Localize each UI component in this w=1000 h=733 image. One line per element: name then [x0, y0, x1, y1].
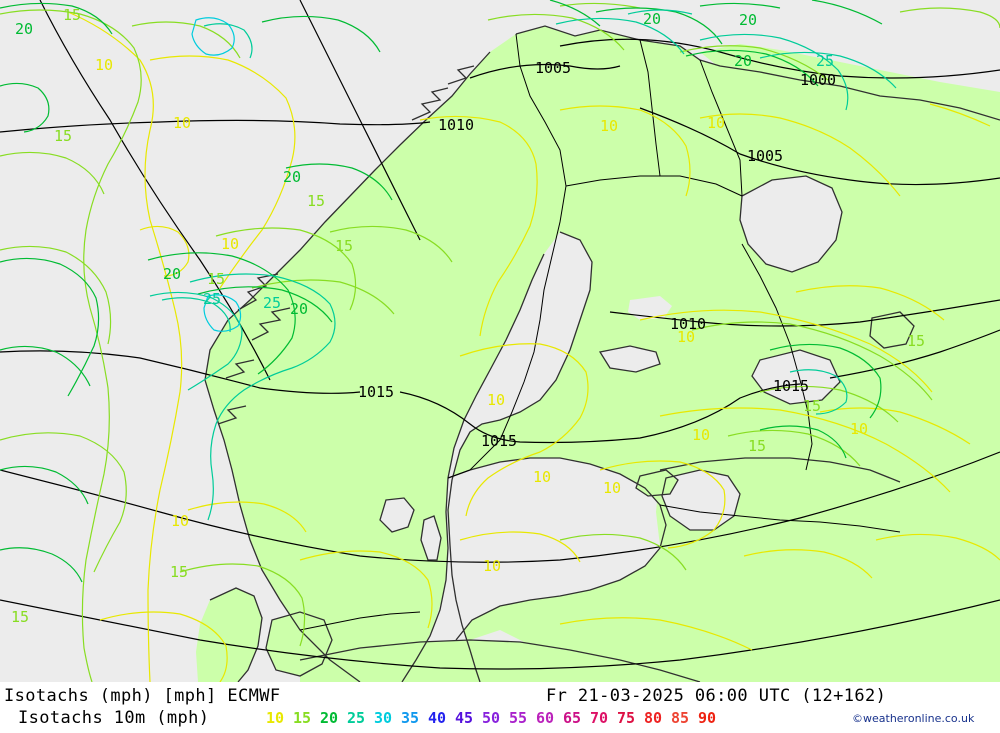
isobar-1010-west	[0, 119, 431, 133]
isotach-25-layer	[149, 9, 897, 521]
isotach-label-20: 20	[734, 52, 752, 70]
scale-tick-85: 85	[671, 709, 690, 727]
land-russia-northeast	[838, 158, 1000, 682]
scale-tick-50: 50	[482, 709, 501, 727]
isotach-label-20: 20	[283, 168, 301, 186]
border-layer	[299, 33, 901, 631]
isotach-label-20: 20	[643, 10, 661, 28]
isotach-label-10: 10	[850, 420, 868, 438]
isobar-label-1010-b: 1010	[670, 315, 706, 333]
isobar-1015-mid	[399, 383, 801, 444]
isotach-label-10: 10	[677, 328, 695, 346]
isobar-1005-north	[469, 63, 621, 79]
isotach-label-20: 20	[15, 20, 33, 38]
isotach-label-15: 15	[207, 270, 225, 288]
lake-vattern	[421, 516, 441, 560]
isotach-label-15: 15	[307, 192, 325, 210]
scale-tick-20: 20	[320, 709, 339, 727]
isobar-label-1015-b: 1015	[481, 432, 517, 450]
lake-inari	[600, 346, 660, 372]
isotach-label-10: 10	[692, 426, 710, 444]
land-denmark	[196, 588, 262, 682]
sea-white-sea	[740, 176, 842, 272]
scale-tick-30: 30	[374, 709, 393, 727]
map-footer: Isotachs (mph) [mph] ECMWF Isotachs 10m …	[0, 682, 1000, 733]
isotach-label-20: 20	[739, 11, 757, 29]
isotach-10-layer	[67, 11, 1000, 682]
isobar-label-1010-a: 1010	[438, 116, 474, 134]
scale-tick-65: 65	[563, 709, 582, 727]
isotach-color-scale: 10 15 20 25 30 35 40 45 50 55 60 65 70 75 80 85 90	[266, 708, 725, 728]
scale-tick-75: 75	[617, 709, 636, 727]
isobar-extra-nw2	[299, 0, 421, 241]
forecast-run-stamp: Fr 21-03-2025 06:00 UTC (12+162)	[546, 686, 887, 706]
scale-tick-60: 60	[536, 709, 555, 727]
isobar-label-1005-b: 1005	[747, 147, 783, 165]
lake-ladoga	[752, 350, 840, 404]
isobar-1020-south	[0, 451, 1000, 563]
footer-title-line1: Isotachs (mph) [mph] ECMWF	[4, 686, 281, 706]
lake-group-finland	[628, 296, 672, 320]
footer-title-line2: Isotachs 10m (mph)	[18, 708, 210, 728]
isotach-label-15: 15	[63, 6, 81, 24]
isobar-labels: 1005 1000 1010 1005 1010 1015 1015 1015	[358, 59, 836, 450]
scale-tick-55: 55	[509, 709, 528, 727]
isotach-30-layer	[191, 17, 242, 332]
isobar-label-1000: 1000	[800, 71, 836, 89]
map-label-layer: 1005 1000 1010 1005 1010 1015 1015 1015 …	[11, 6, 925, 626]
isotach-label-10: 10	[487, 391, 505, 409]
scale-tick-15: 15	[293, 709, 312, 727]
isotach-label-10: 10	[603, 479, 621, 497]
isotach-label-15: 15	[803, 397, 821, 415]
isobar-label-1015-c: 1015	[773, 377, 809, 395]
scale-tick-70: 70	[590, 709, 609, 727]
isobar-1000	[559, 38, 1000, 79]
isotach-label-10: 10	[171, 512, 189, 530]
isotach-label-10: 10	[533, 468, 551, 486]
isobar-1005-east	[639, 107, 1000, 186]
copyright-notice[interactable]: ©weatheronline.co.uk	[852, 712, 975, 725]
map-canvas[interactable]: 1005 1000 1010 1005 1010 1015 1015 1015 …	[0, 0, 1000, 682]
lake-vanern	[380, 498, 414, 532]
isobar-label-1005-a: 1005	[535, 59, 571, 77]
isobar-layer	[0, 0, 1000, 670]
isobar-extra-south	[0, 599, 1000, 670]
isotach-label-10: 10	[173, 114, 191, 132]
isotach-labels: 20 15 10 10 20 15 10 20 15 25 25 20 15 2…	[11, 6, 925, 626]
isotach-label-15: 15	[335, 237, 353, 255]
scale-tick-35: 35	[401, 709, 420, 727]
isotach-20-layer	[0, 0, 883, 583]
map-graphics: 1005 1000 1010 1005 1010 1015 1015 1015 …	[0, 0, 1000, 682]
isotach-label-10: 10	[483, 557, 501, 575]
land-south-baltic-coast	[300, 640, 700, 682]
isotach-label-25: 25	[816, 52, 834, 70]
scale-tick-10: 10	[266, 709, 285, 727]
isotach-label-15: 15	[907, 332, 925, 350]
isotach-label-10: 10	[95, 56, 113, 74]
isobar-1015-east	[829, 329, 1000, 379]
isotach-label-25: 25	[263, 294, 281, 312]
isobar-label-1015-a: 1015	[358, 383, 394, 401]
isotach-label-15: 15	[54, 127, 72, 145]
isotach-label-15: 15	[748, 437, 766, 455]
sea-baltic-proper	[402, 458, 666, 682]
scale-tick-90: 90	[698, 709, 717, 727]
isotach-label-10: 10	[221, 235, 239, 253]
isotach-label-25: 25	[203, 290, 221, 308]
scale-tick-80: 80	[644, 709, 663, 727]
isotach-label-20: 20	[163, 265, 181, 283]
isotach-label-20: 20	[290, 300, 308, 318]
isotach-label-10: 10	[707, 114, 725, 132]
scale-tick-45: 45	[455, 709, 474, 727]
isotach-label-10: 10	[600, 117, 618, 135]
isotach-label-15: 15	[170, 563, 188, 581]
scale-tick-25: 25	[347, 709, 366, 727]
isobar-1015-west	[0, 350, 361, 394]
isotach-label-15: 15	[11, 608, 29, 626]
scale-tick-40: 40	[428, 709, 447, 727]
